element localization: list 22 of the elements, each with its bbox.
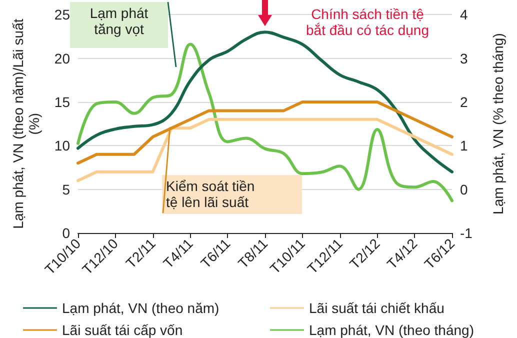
line-series (76, 100, 454, 165)
legend-label: Lạm phát, VN (theo tháng) (309, 322, 474, 338)
y2-tick-label: 0 (460, 181, 468, 198)
legend-label: Lãi suất tái cấp vốn (62, 322, 183, 338)
y-tick-label: 25 (54, 6, 70, 23)
y-tick-label: 0 (62, 225, 70, 241)
annotation: Chính sách tiền tệ bắt đầu có tác dụng (306, 6, 429, 38)
y-tick-label: 20 (54, 50, 70, 66)
annotation: Lạm phát tăng vọt (70, 2, 168, 48)
y2-tick-label: 2 (460, 94, 468, 110)
y-tick-label: 15 (54, 94, 70, 110)
y2-tick-label: 4 (460, 6, 468, 23)
y-tick-label: 10 (54, 138, 70, 154)
y2-tick-label: 1 (460, 138, 468, 154)
y2-tick-label: 3 (460, 50, 468, 66)
y-tick-label: 5 (62, 181, 70, 198)
y2-tick-label: -1 (460, 225, 473, 241)
y2-axis-title: Lạm phát, VN (% theo tháng) (490, 33, 506, 214)
legend-label: Lãi suất tái chiết khấu (309, 300, 444, 316)
annotation: Kiểm soát tiền tệ lên lãi suất (162, 175, 302, 214)
legend-label: Lạm phát, VN (theo năm) (62, 300, 220, 316)
y-axis-title: Lạm phát, VN (theo năm)/Lãi suất (%) (10, 18, 42, 229)
